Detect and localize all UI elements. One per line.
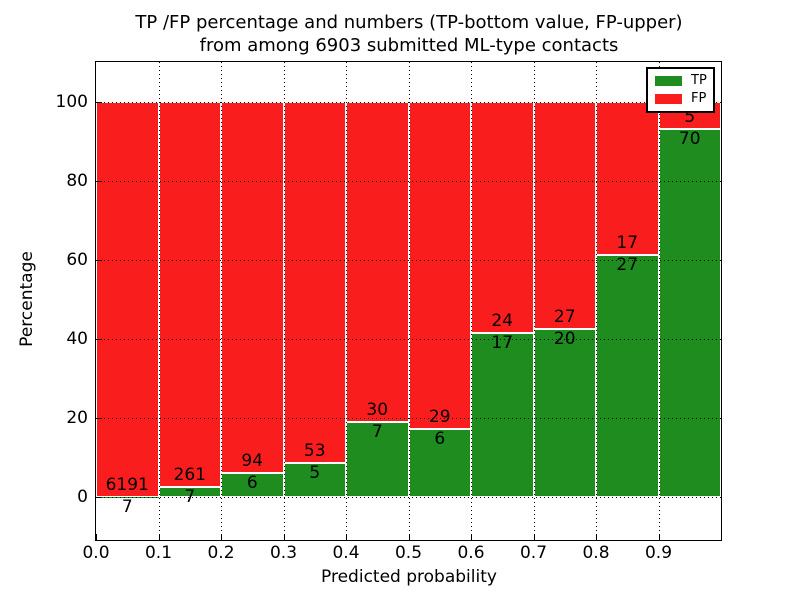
chart-title-line1: TP /FP percentage and numbers (TP-bottom… xyxy=(135,12,683,33)
tp-count-label: 6 xyxy=(434,429,446,450)
x-tick-label: 0.1 xyxy=(144,543,173,563)
fp-bar-segment xyxy=(221,102,284,474)
legend-entry-tp: TP xyxy=(655,74,713,88)
chart-title-line2: from among 6903 submitted ML-type contac… xyxy=(199,35,619,56)
legend-entry-fp: FP xyxy=(655,92,713,106)
x-tick-label: 0.5 xyxy=(394,543,423,563)
x-tick-mark xyxy=(283,534,285,540)
fp-count-label: 30 xyxy=(366,400,389,421)
x-tick-label: 0.8 xyxy=(582,543,610,563)
tp-swatch-icon xyxy=(655,76,682,86)
vertical-gridline xyxy=(283,62,285,540)
y-tick-mark xyxy=(96,260,102,262)
x-tick-label: 0.9 xyxy=(644,543,673,563)
tp-bar-segment xyxy=(471,333,534,497)
x-tick-mark xyxy=(721,534,722,540)
fp-count-label: 6191 xyxy=(105,474,149,495)
x-tick-mark xyxy=(596,534,597,540)
fp-count-label: 27 xyxy=(553,307,576,327)
y-tick-mark xyxy=(96,102,102,104)
vertical-gridline xyxy=(471,62,472,540)
tp-count-label: 17 xyxy=(491,333,514,354)
fp-count-label: 5 xyxy=(684,106,696,127)
fp-bar-segment xyxy=(596,102,659,255)
legend-label-fp: FP xyxy=(691,91,707,106)
vertical-gridline xyxy=(408,62,410,540)
tp-count-label: 20 xyxy=(553,329,576,349)
fp-count-label: 24 xyxy=(491,311,514,332)
fp-bar-segment xyxy=(533,102,596,329)
y-tick-mark xyxy=(96,181,102,183)
legend-label-tp: TP xyxy=(691,73,707,88)
tp-bar-segment xyxy=(596,254,659,497)
fp-count-label: 53 xyxy=(303,440,326,461)
y-tick-label: 0 xyxy=(77,487,88,507)
x-tick-mark xyxy=(408,534,410,540)
fp-count-label: 94 xyxy=(241,451,264,472)
vertical-gridline xyxy=(346,62,347,540)
y-tick-label: 100 xyxy=(55,92,88,113)
x-tick-label: 0.4 xyxy=(332,543,360,563)
x-tick-label: 0.2 xyxy=(207,543,235,563)
vertical-gridline xyxy=(596,62,597,540)
fp-bar-segment xyxy=(408,102,471,430)
fp-bar-segment xyxy=(96,102,159,497)
tp-count-label: 27 xyxy=(616,254,639,275)
tp-count-label: 7 xyxy=(184,486,196,507)
y-tick-mark xyxy=(96,497,102,498)
y-tick-mark xyxy=(96,418,102,419)
vertical-gridline xyxy=(533,62,535,540)
vertical-gridline xyxy=(658,62,660,540)
x-tick-label: 0.6 xyxy=(457,543,485,563)
x-tick-mark xyxy=(221,534,222,540)
x-tick-label: 0.7 xyxy=(519,543,548,563)
tp-bar-segment xyxy=(346,422,409,497)
y-tick-label: 40 xyxy=(66,329,88,350)
x-tick-mark xyxy=(658,534,660,540)
x-axis-label: Predicted probability xyxy=(321,567,497,587)
tp-bar-segment xyxy=(283,462,346,497)
x-tick-mark xyxy=(533,534,535,540)
x-tick-mark xyxy=(96,534,97,540)
y-tick-mark xyxy=(96,339,102,341)
tp-bar-segment xyxy=(221,473,284,497)
tp-count-label: 5 xyxy=(309,462,321,483)
tp-count-label: 70 xyxy=(678,128,701,149)
fp-swatch-icon xyxy=(655,94,682,104)
legend: TP FP xyxy=(646,67,715,113)
x-tick-mark xyxy=(158,534,160,540)
fp-bar-segment xyxy=(283,102,346,463)
fp-count-label: 261 xyxy=(173,464,206,485)
fp-bar-segment xyxy=(158,102,221,487)
fp-count-label: 17 xyxy=(616,232,639,253)
tp-bar-segment xyxy=(158,486,221,497)
tp-count-label: 6 xyxy=(246,473,258,494)
tp-count-label: 7 xyxy=(371,422,383,443)
y-axis-label: Percentage xyxy=(17,251,37,347)
vertical-gridline xyxy=(221,62,222,540)
tp-bar-segment xyxy=(533,329,596,497)
fp-count-label: 29 xyxy=(428,407,451,428)
tp-bar-segment xyxy=(658,128,721,497)
x-tick-label: 0.3 xyxy=(269,543,298,563)
tp-bar-segment xyxy=(408,429,471,497)
y-tick-label: 80 xyxy=(66,171,88,192)
fp-bar-segment xyxy=(346,102,409,423)
x-tick-mark xyxy=(346,534,347,540)
chart-title: TP /FP percentage and numbers (TP-bottom… xyxy=(96,11,722,57)
y-tick-label: 60 xyxy=(66,250,88,271)
fp-bar-segment xyxy=(471,102,534,334)
y-tick-label: 20 xyxy=(66,408,88,428)
vertical-gridline xyxy=(158,62,160,540)
x-tick-mark xyxy=(471,534,472,540)
x-tick-label: 0.0 xyxy=(82,543,110,563)
tp-count-label: 7 xyxy=(121,496,133,517)
